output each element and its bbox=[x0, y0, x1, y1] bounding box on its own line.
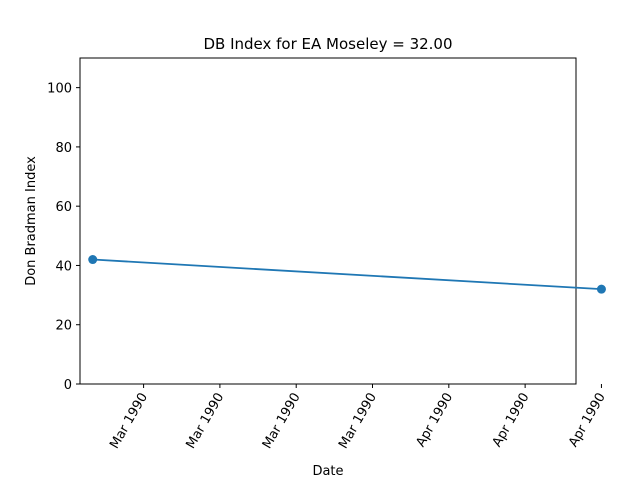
y-tick-label-4: 80 bbox=[55, 141, 72, 156]
plot-frame bbox=[79, 57, 577, 385]
chart-title: DB Index for EA Moseley = 32.00 bbox=[203, 35, 452, 53]
series-line-0 bbox=[92, 258, 602, 291]
y-tick-label-2: 40 bbox=[55, 259, 72, 274]
data-point-0-0 bbox=[88, 255, 98, 265]
y-tick-label-0: 0 bbox=[64, 378, 72, 393]
y-tick-label-3: 60 bbox=[55, 200, 72, 215]
data-point-0-1 bbox=[596, 284, 606, 294]
x-axis-label: Date bbox=[312, 464, 343, 479]
y-tick-label-5: 100 bbox=[47, 82, 72, 97]
y-axis-label: Don Bradman Index bbox=[24, 156, 39, 286]
y-tick-label-1: 20 bbox=[55, 319, 72, 334]
